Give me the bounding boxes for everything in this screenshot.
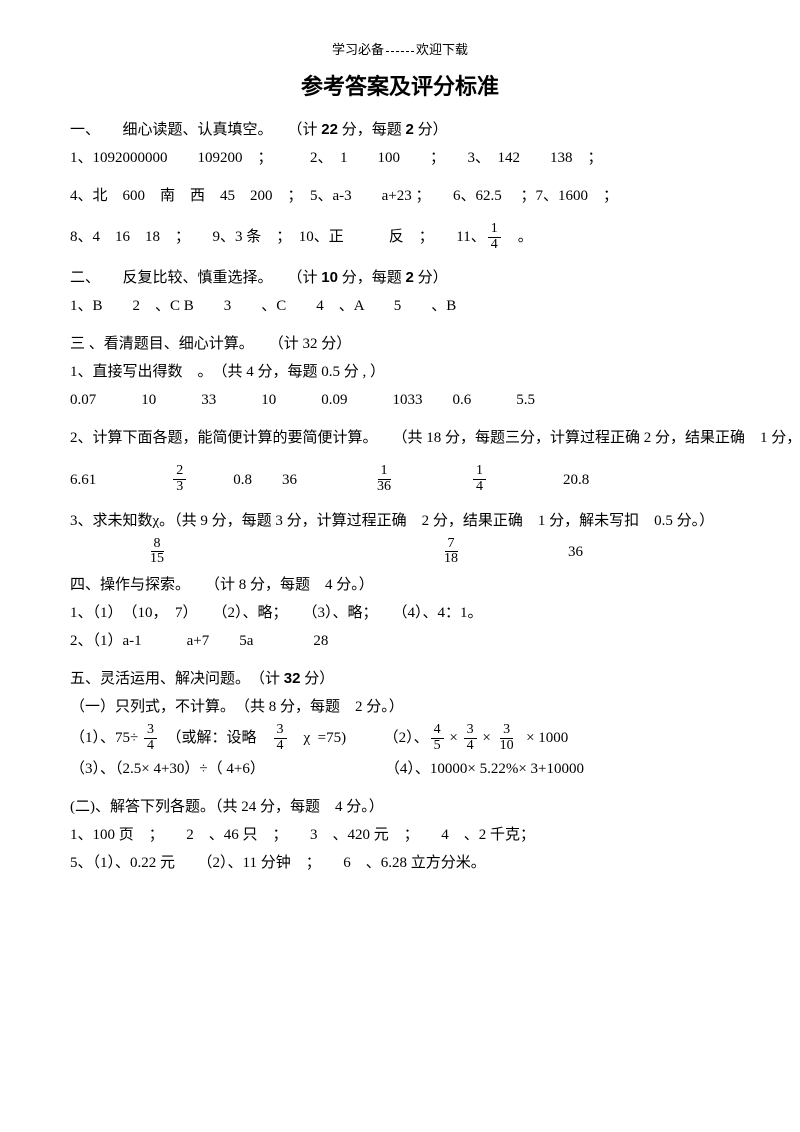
- s5-r1-d: ×: [446, 726, 462, 750]
- s5-r1: （1）、75÷ 34 （或解：设略 34 χ =75) （2）、 45 × 34…: [70, 723, 730, 753]
- frac-num: 8: [151, 537, 164, 553]
- frac-den: 4: [144, 739, 157, 754]
- s1-l3b: 。: [503, 225, 533, 249]
- s5-a1: 1、100 页 ； 2 、46 只 ； 3 、420 元 ； 4 、2 千克；: [70, 823, 730, 847]
- s3-p3-pad3: [463, 540, 568, 564]
- s5-r1-e: ×: [479, 726, 495, 750]
- frac-4-5: 45: [431, 723, 444, 753]
- s2-l1: 1、B 2 、C B 3 、C 4 、A 5 、B: [70, 294, 730, 318]
- frac-num: 1: [488, 222, 501, 238]
- s3-p3h: 3、求未知数χ。（共 9 分，每题 3 分，计算过程正确 2 分，结果正确 1 …: [70, 509, 730, 533]
- s3-p1a: 1、直接写出得数 。 （共 4 分，每题 0.5 分 , ）: [70, 360, 730, 384]
- s1-head-pts: 22: [321, 121, 338, 138]
- frac-den: 18: [441, 552, 461, 567]
- s5-a2: 5、（1）、0.22 元 （2）、11 分钟 ； 6 、6.28 立方分米。: [70, 851, 730, 875]
- frac-3-4a: 34: [144, 723, 157, 753]
- s5-sub2: (二)、解答下列各题。（共 24 分，每题 4 分。）: [70, 795, 730, 819]
- frac-num: 2: [173, 464, 186, 480]
- s5-sub1: （一）只列式，不计算。 （共 8 分，每题 2 分。）: [70, 695, 730, 719]
- s5-head: 五、灵活运用、解决问题。 （计 32 分）: [70, 667, 730, 691]
- frac-num: 3: [144, 723, 157, 739]
- s3-p1b: 0.07 10 33 10 0.09 1033 0.6 5.5: [70, 388, 730, 412]
- frac-3-4c: 34: [464, 723, 477, 753]
- frac-8-15: 815: [147, 537, 167, 567]
- frac-den: 15: [147, 552, 167, 567]
- header-note: 学习必备 欢迎下载: [70, 40, 730, 61]
- s1-l1: 1、1092000000 109200 ； 2、 1 100 ； 3、 142 …: [70, 146, 730, 170]
- frac-num: 1: [378, 464, 391, 480]
- s2-head: 二、 反复比较、慎重选择。 （计 10 分，每题 2 分）: [70, 266, 730, 290]
- s5-head-pre: 五、灵活运用、解决问题。 （计: [70, 671, 284, 687]
- s1-l3a: 8、4 16 18 ； 9、3 条 ； 10、正 反 ； 11、: [70, 225, 486, 249]
- s5-r1-b: （或解：设略: [159, 726, 272, 750]
- s3-p2-b: 0.8 36: [188, 468, 372, 492]
- s1-frac-1-4: 14: [488, 222, 501, 252]
- frac-7-18: 718: [441, 537, 461, 567]
- s3-p3-row: 815 718 36: [70, 537, 730, 567]
- s3-p2-c: [396, 468, 471, 492]
- frac-den: 4: [274, 739, 287, 754]
- frac-num: 3: [274, 723, 287, 739]
- frac-num: 3: [464, 723, 477, 739]
- header-left: 学习必备: [332, 42, 384, 57]
- s1-head: 一、 细心读题、认真填空。 （计 22 分，每题 2 分）: [70, 118, 730, 142]
- s3-p3-pad2: [169, 540, 439, 564]
- s2-head-post: 分）: [414, 270, 448, 286]
- s3-p3-v: 36: [568, 540, 583, 564]
- frac-3-4b: 34: [274, 723, 287, 753]
- s2-head-pts: 10: [321, 269, 338, 286]
- header-right: 欢迎下载: [416, 42, 468, 57]
- s1-head-per: 2: [405, 121, 413, 138]
- s5-head-pts: 32: [284, 670, 301, 687]
- s3-p2-d: 20.8: [488, 468, 589, 492]
- s2-head-mid: 分，每题: [338, 270, 406, 286]
- s3-p2-a: 6.61: [70, 468, 171, 492]
- frac-num: 4: [431, 723, 444, 739]
- s1-head-mid: 分，每题: [338, 122, 406, 138]
- frac-den: 36: [374, 480, 394, 495]
- frac-den: 3: [173, 480, 186, 495]
- s5-r1-c: χ =75) （2）、: [289, 726, 429, 750]
- s5-head-post: 分）: [300, 671, 334, 687]
- frac-den: 4: [488, 238, 501, 253]
- s3-head: 三 、看清题目、细心计算。 （计 32 分）: [70, 332, 730, 356]
- s4-l1: 1、（1） （10， 7） （2）、略； （3）、略； （4）、4：1。: [70, 601, 730, 625]
- s3-p3-pad1: [70, 540, 145, 564]
- s4-head: 四、操作与探索。 （计 8 分，每题 4 分。）: [70, 573, 730, 597]
- s3-p2h: 2、计算下面各题，能简便计算的要简便计算。 （共 18 分，每题三分，计算过程正…: [70, 426, 730, 450]
- frac-1-36: 136: [374, 464, 394, 494]
- frac-num: 3: [500, 723, 513, 739]
- s1-head-post: 分）: [414, 122, 448, 138]
- frac-den: 5: [431, 739, 444, 754]
- s3-p2-row: 6.61 23 0.8 36 136 14 20.8: [70, 464, 730, 494]
- s2-head-pre: 二、 反复比较、慎重选择。 （计: [70, 270, 321, 286]
- s5-r2: （3）、（2.5× 4+30）÷（ 4+6） （4）、10000× 5.22%×…: [70, 757, 730, 781]
- s1-l3: 8、4 16 18 ； 9、3 条 ； 10、正 反 ； 11、 14 。: [70, 222, 730, 252]
- frac-2-3: 23: [173, 464, 186, 494]
- s5-r1-f: × 1000: [519, 726, 569, 750]
- header-gap: [386, 51, 414, 52]
- frac-3-10: 310: [497, 723, 517, 753]
- s4-l2: 2、（1）a-1 a+7 5a 28: [70, 629, 730, 653]
- frac-num: 1: [473, 464, 486, 480]
- frac-den: 4: [464, 739, 477, 754]
- s2-head-per: 2: [405, 269, 413, 286]
- s1-l2: 4、北 600 南 西 45 200 ； 5、a-3 a+23 ； 6、62.5…: [70, 184, 730, 208]
- frac-den: 4: [473, 480, 486, 495]
- frac-1-4: 14: [473, 464, 486, 494]
- s5-r1-a: （1）、75÷: [70, 726, 142, 750]
- frac-den: 10: [497, 739, 517, 754]
- page-title: 参考答案及评分标准: [70, 69, 730, 104]
- s1-head-pre: 一、 细心读题、认真填空。 （计: [70, 122, 321, 138]
- frac-num: 7: [445, 537, 458, 553]
